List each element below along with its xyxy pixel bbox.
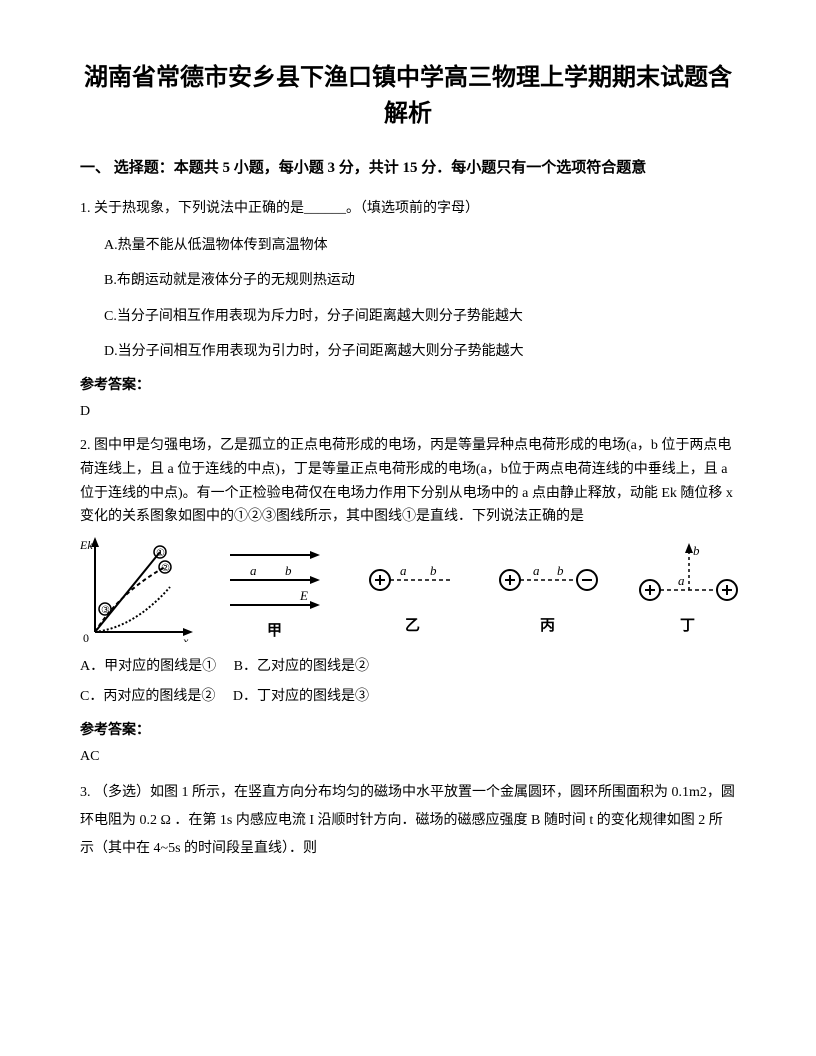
q2-option-b: B．乙对应的图线是② — [234, 659, 369, 674]
q2-option-d: D．丁对应的图线是③ — [233, 689, 369, 704]
q1-answer: D — [80, 404, 736, 420]
jia-diagram: a b E 甲 — [225, 540, 335, 645]
section-header: 一、 选择题：本题共 5 小题，每小题 3 分，共计 15 分．每小题只有一个选… — [80, 156, 736, 180]
ek-graph: Ek x 0 ① ② ③ — [80, 537, 195, 647]
ek-label: Ek — [80, 538, 93, 552]
svg-text:③: ③ — [101, 605, 110, 616]
svg-text:0: 0 — [83, 631, 89, 642]
q2-options-row1: A．甲对应的图线是① B．乙对应的图线是② — [80, 655, 736, 679]
q1-option-b: B.布朗运动就是液体分子的无规则热运动 — [80, 268, 736, 293]
svg-text:②: ② — [161, 563, 170, 574]
svg-text:E: E — [299, 588, 308, 603]
svg-text:乙: 乙 — [405, 618, 420, 634]
q2-diagram-row: Ek x 0 ① ② ③ a b E 甲 — [80, 537, 736, 647]
svg-text:①: ① — [156, 548, 165, 559]
ding-diagram: a b 丁 — [635, 540, 745, 645]
svg-text:丁: 丁 — [680, 618, 695, 634]
q3-stem: 3. （多选）如图 1 所示，在竖直方向分布均匀的磁场中水平放置一个金属圆环，圆… — [80, 779, 736, 863]
q2-options-row2: C．丙对应的图线是② D．丁对应的图线是③ — [80, 685, 736, 709]
yi-diagram: a b 乙 — [365, 540, 465, 645]
svg-text:b: b — [557, 563, 564, 578]
q1-option-c: C.当分子间相互作用表现为斥力时，分子间距离越大则分子势能越大 — [80, 304, 736, 329]
q1-option-a: A.热量不能从低温物体传到高温物体 — [80, 233, 736, 258]
q2-answer: AC — [80, 749, 736, 765]
q2-stem: 2. 图中甲是匀强电场，乙是孤立的正点电荷形成的电场，丙是等量异种点电荷形成的电… — [80, 434, 736, 529]
svg-text:a: a — [533, 563, 540, 578]
page-title: 湖南省常德市安乡县下渔口镇中学高三物理上学期期末试题含解析 — [80, 60, 736, 132]
x-label: x — [182, 634, 189, 642]
q1-answer-label: 参考答案： — [80, 374, 736, 394]
q2-answer-label: 参考答案： — [80, 719, 736, 739]
svg-text:a: a — [678, 573, 685, 588]
q2-option-a: A．甲对应的图线是① — [80, 659, 216, 674]
q1-option-d: D.当分子间相互作用表现为引力时，分子间距离越大则分子势能越大 — [80, 339, 736, 364]
svg-text:b: b — [693, 543, 700, 558]
bing-diagram: a b 丙 — [495, 540, 605, 645]
svg-text:b: b — [285, 563, 292, 578]
svg-text:b: b — [430, 563, 437, 578]
svg-text:甲: 甲 — [267, 622, 282, 639]
q1-stem: 1. 关于热现象，下列说法中正确的是______。（填选项前的字母） — [80, 196, 736, 221]
q2-option-c: C．丙对应的图线是② — [80, 689, 215, 704]
svg-text:a: a — [250, 563, 257, 578]
svg-text:丙: 丙 — [540, 617, 555, 634]
svg-text:a: a — [400, 563, 407, 578]
